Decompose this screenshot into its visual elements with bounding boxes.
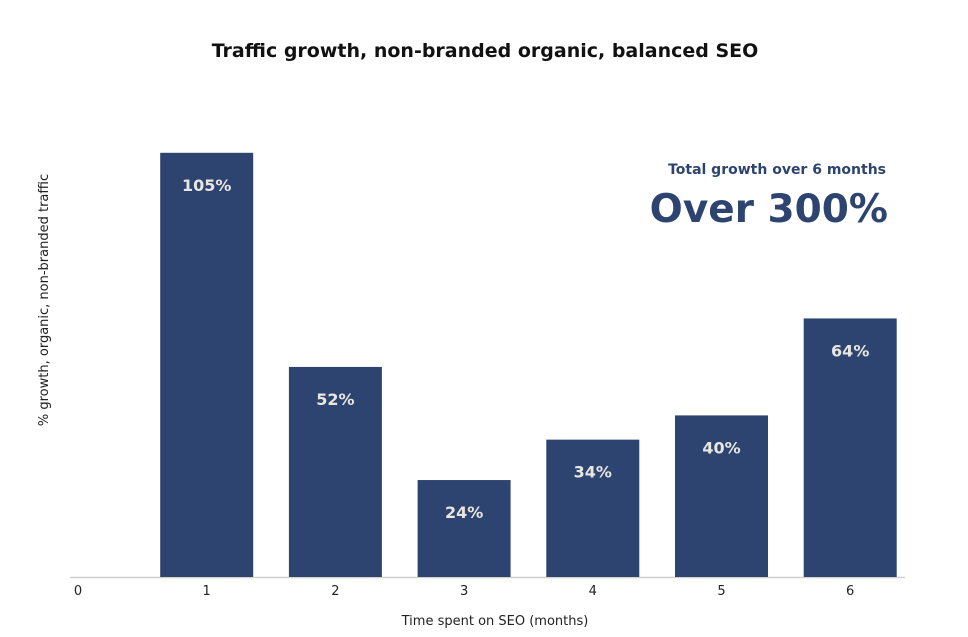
bar-month-5 <box>675 415 768 577</box>
x-tick-label: 2 <box>331 584 339 599</box>
bar-data-label: 34% <box>574 463 612 482</box>
bar-data-label: 40% <box>702 438 740 457</box>
chart-title: Traffic growth, non-branded organic, bal… <box>212 40 759 62</box>
annotation-headline: Over 300% <box>650 187 888 232</box>
bar-data-label: 24% <box>445 503 483 522</box>
x-tick-label: 1 <box>203 584 211 599</box>
bar-month-1 <box>160 152 254 578</box>
bar-month-4 <box>546 439 640 577</box>
x-tick-label: 6 <box>846 584 854 599</box>
bar-data-label: 105% <box>182 176 231 195</box>
x-tick-label: 0 <box>74 584 82 599</box>
x-tick-label: 4 <box>589 584 597 599</box>
annotation-subtitle: Total growth over 6 months <box>668 162 886 178</box>
x-axis-label: Time spent on SEO (months) <box>401 614 589 629</box>
x-tick-label: 3 <box>460 584 468 599</box>
bar-month-2 <box>288 366 382 577</box>
bar-data-label: 52% <box>316 390 354 409</box>
bar-data-label: 64% <box>831 341 869 360</box>
x-tick-label: 5 <box>717 584 725 599</box>
y-axis-label: % growth, organic, non-branded traffic <box>37 174 52 426</box>
bar-month-6 <box>803 318 897 577</box>
bar-month-3 <box>417 480 511 577</box>
